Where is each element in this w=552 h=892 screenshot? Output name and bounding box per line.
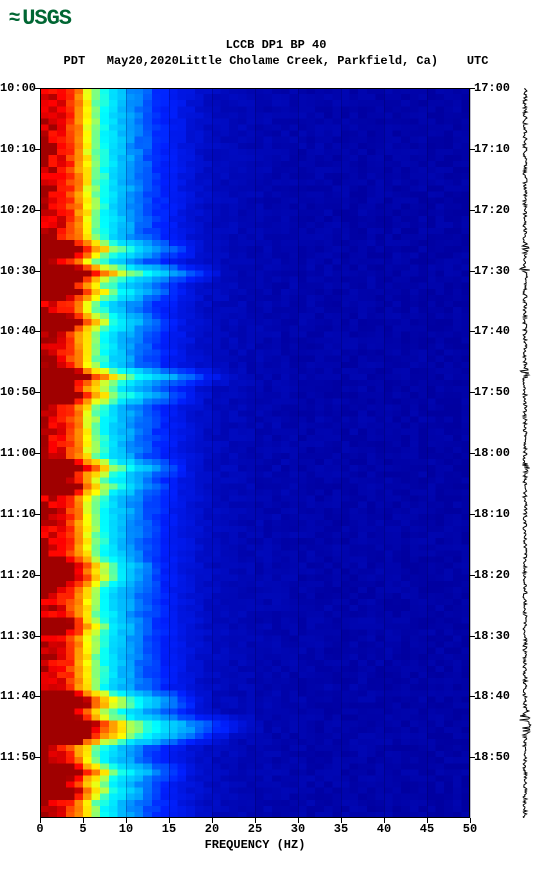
x-tick: 15 xyxy=(162,822,176,836)
spectrogram-plot: 10:0010:1010:2010:3010:4010:5011:0011:10… xyxy=(40,88,470,818)
y-tick-right: 18:20 xyxy=(474,568,510,582)
page-root: ≈USGS LCCB DP1 BP 40 PDT May20,2020Littl… xyxy=(0,0,552,892)
y-tick-right: 18:50 xyxy=(474,750,510,764)
y-tick-right: 18:00 xyxy=(474,446,510,460)
tick-mark xyxy=(470,392,475,393)
tick-mark xyxy=(35,514,40,515)
y-tick-left: 10:30 xyxy=(0,264,36,278)
gridline xyxy=(298,88,299,818)
y-tick-left: 10:20 xyxy=(0,203,36,217)
y-tick-left: 11:10 xyxy=(0,507,36,521)
y-tick-right: 17:50 xyxy=(474,385,510,399)
right-timezone: UTC xyxy=(467,54,489,68)
gridline xyxy=(126,88,127,818)
tick-mark xyxy=(470,331,475,332)
tick-mark xyxy=(35,757,40,758)
tick-mark xyxy=(255,818,256,823)
footer-mark xyxy=(8,877,13,888)
y-tick-left: 11:30 xyxy=(0,629,36,643)
tick-mark xyxy=(35,271,40,272)
x-tick: 5 xyxy=(79,822,86,836)
left-timezone: PDT xyxy=(64,54,86,68)
logo-wave-icon: ≈ xyxy=(9,6,20,31)
y-tick-left: 11:40 xyxy=(0,689,36,703)
tick-mark xyxy=(35,453,40,454)
gridline xyxy=(255,88,256,818)
y-tick-left: 11:00 xyxy=(0,446,36,460)
tick-mark xyxy=(35,210,40,211)
gridline xyxy=(212,88,213,818)
plot-title: LCCB DP1 BP 40 xyxy=(0,38,552,52)
y-tick-right: 17:20 xyxy=(474,203,510,217)
tick-mark xyxy=(169,818,170,823)
tick-mark xyxy=(298,818,299,823)
seismogram-trace xyxy=(516,88,534,818)
x-axis-label: FREQUENCY (HZ) xyxy=(40,838,470,852)
y-tick-left: 10:10 xyxy=(0,142,36,156)
x-tick: 45 xyxy=(420,822,434,836)
y-tick-right: 18:40 xyxy=(474,689,510,703)
tick-mark xyxy=(427,818,428,823)
tick-mark xyxy=(470,453,475,454)
tick-mark xyxy=(470,149,475,150)
y-tick-right: 17:10 xyxy=(474,142,510,156)
tick-mark xyxy=(470,88,475,89)
gridline xyxy=(169,88,170,818)
tick-mark xyxy=(35,636,40,637)
tick-mark xyxy=(470,757,475,758)
tick-mark xyxy=(470,636,475,637)
tick-mark xyxy=(35,696,40,697)
tick-mark xyxy=(470,514,475,515)
y-tick-right: 18:30 xyxy=(474,629,510,643)
y-tick-right: 17:00 xyxy=(474,81,510,95)
y-tick-left: 10:00 xyxy=(0,81,36,95)
tick-mark xyxy=(35,392,40,393)
x-tick: 50 xyxy=(463,822,477,836)
y-tick-left: 10:50 xyxy=(0,385,36,399)
x-tick: 40 xyxy=(377,822,391,836)
tick-mark xyxy=(35,575,40,576)
x-tick: 20 xyxy=(205,822,219,836)
tick-mark xyxy=(126,818,127,823)
logo-text: USGS xyxy=(22,6,71,31)
tick-mark xyxy=(470,818,471,823)
tick-mark xyxy=(35,149,40,150)
tick-mark xyxy=(212,818,213,823)
tick-mark xyxy=(470,271,475,272)
location-text: Little Cholame Creek, Parkfield, Ca) xyxy=(179,54,438,68)
gridline xyxy=(384,88,385,818)
tick-mark xyxy=(40,818,41,823)
y-tick-left: 10:40 xyxy=(0,324,36,338)
x-tick: 0 xyxy=(36,822,43,836)
gridline xyxy=(341,88,342,818)
tick-mark xyxy=(35,88,40,89)
tick-mark xyxy=(35,331,40,332)
x-tick: 25 xyxy=(248,822,262,836)
y-tick-left: 11:20 xyxy=(0,568,36,582)
date-text: May20,2020 xyxy=(107,54,179,68)
y-tick-right: 17:40 xyxy=(474,324,510,338)
x-tick: 35 xyxy=(334,822,348,836)
tick-mark xyxy=(470,210,475,211)
seismogram-panel xyxy=(510,88,540,818)
y-tick-right: 17:30 xyxy=(474,264,510,278)
tick-mark xyxy=(470,575,475,576)
axis-left xyxy=(40,88,41,818)
y-tick-right: 18:10 xyxy=(474,507,510,521)
x-tick: 30 xyxy=(291,822,305,836)
x-tick: 10 xyxy=(119,822,133,836)
tick-mark xyxy=(384,818,385,823)
trace-path xyxy=(520,88,531,818)
usgs-logo: ≈USGS xyxy=(8,6,71,31)
tick-mark xyxy=(470,696,475,697)
gridline xyxy=(427,88,428,818)
tick-mark xyxy=(341,818,342,823)
plot-subtitle: PDT May20,2020Little Cholame Creek, Park… xyxy=(0,54,552,68)
y-tick-left: 11:50 xyxy=(0,750,36,764)
axis-top xyxy=(40,88,470,89)
tick-mark xyxy=(83,818,84,823)
